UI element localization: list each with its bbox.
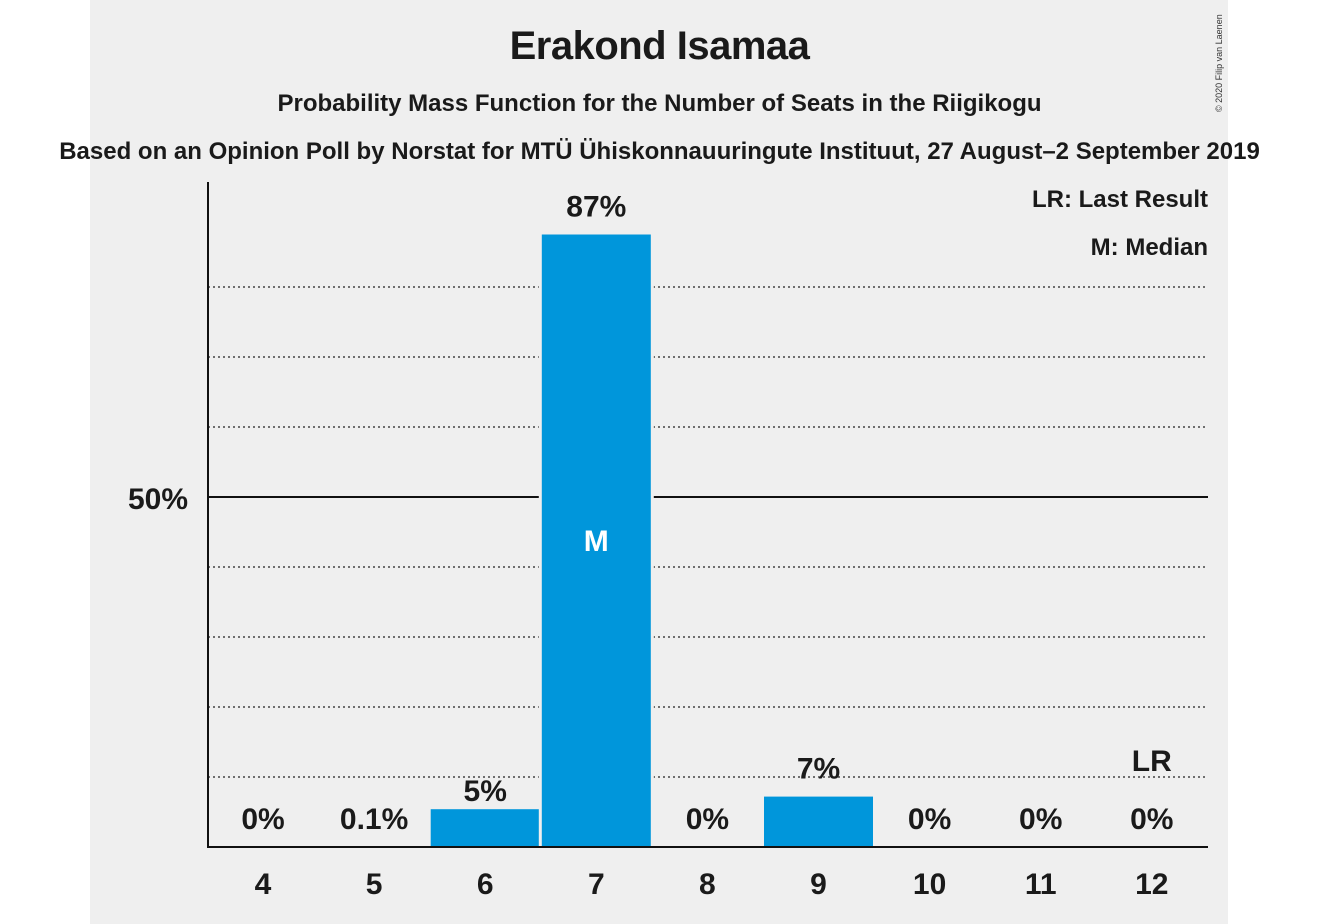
legend-median: M: Median (1090, 234, 1208, 261)
chart-title: Erakond Isamaa (509, 24, 810, 68)
data-label: 7% (797, 753, 840, 786)
chart-subtitle: Probability Mass Function for the Number… (277, 90, 1042, 117)
x-tick-label: 12 (1135, 868, 1168, 901)
chart-source: Based on an Opinion Poll by Norstat for … (59, 138, 1260, 165)
x-tick-label: 8 (699, 868, 716, 901)
data-label: 0% (1019, 803, 1062, 836)
chart-background (90, 0, 1228, 924)
x-tick-label: 5 (366, 868, 383, 901)
bar-halo (316, 843, 432, 847)
data-label: 0% (908, 803, 951, 836)
x-tick-label: 4 (255, 868, 272, 901)
x-tick-label: 9 (810, 868, 827, 901)
x-tick-label: 10 (913, 868, 946, 901)
bar-seat-7 (541, 234, 651, 847)
bar-seat-6 (430, 809, 540, 847)
last-result-marker: LR (1132, 745, 1172, 778)
x-tick-label: 6 (477, 868, 494, 901)
data-label: 0% (241, 803, 284, 836)
legend-last-result: LR: Last Result (1031, 186, 1208, 213)
data-label: 5% (464, 775, 507, 808)
x-tick-label: 11 (1025, 868, 1057, 901)
bar-seat-9 (764, 796, 873, 847)
y-tick-label: 50% (128, 483, 188, 516)
data-label: 0% (686, 803, 729, 836)
x-tick-label: 7 (588, 868, 605, 901)
median-marker: M (584, 525, 609, 558)
data-label: 0.1% (340, 803, 408, 836)
data-label: 0% (1130, 803, 1173, 836)
data-label: 87% (566, 191, 626, 224)
